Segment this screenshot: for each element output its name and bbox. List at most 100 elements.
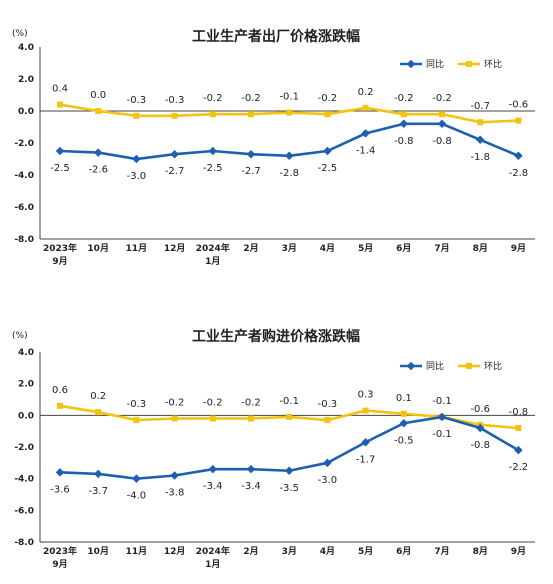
data-label-mom: 0.2: [358, 87, 374, 98]
data-point-yoy: [361, 438, 370, 447]
data-point-mom: [95, 409, 102, 416]
data-point-yoy: [132, 474, 141, 483]
data-label-mom: -0.1: [279, 92, 299, 103]
x-tick-label: 10月: [87, 243, 109, 254]
data-label-mom: 0.3: [358, 390, 374, 401]
data-label-mom: 0.0: [90, 90, 106, 101]
data-label-mom: -0.2: [241, 398, 261, 409]
x-tick-label: 6月: [396, 243, 411, 254]
y-tick-label: -2.0: [14, 139, 34, 149]
legend-label: 环比: [484, 360, 502, 372]
x-tick-label: 9月: [511, 243, 526, 254]
data-label-mom: -0.2: [241, 93, 261, 104]
data-label-yoy: -2.5: [203, 163, 223, 174]
data-point-yoy: [55, 146, 65, 156]
x-tick-label: 9月: [511, 546, 526, 557]
x-tick-label: 7月: [434, 243, 449, 254]
data-label-yoy: -1.4: [356, 145, 376, 156]
x-tick-label: 9月: [52, 559, 67, 570]
chart-title: 工业生产者购进价格涨跌幅: [192, 328, 360, 345]
x-tick-label: 2024年: [196, 545, 230, 557]
x-tick-label: 2月: [243, 243, 258, 254]
data-label-yoy: -3.6: [50, 484, 70, 495]
data-point-mom: [57, 402, 63, 409]
data-label-mom: -0.3: [127, 399, 147, 410]
data-point-yoy: [93, 469, 103, 479]
data-label-yoy: -0.8: [432, 136, 452, 147]
data-point-yoy: [208, 146, 218, 156]
x-tick-label: 1月: [205, 559, 220, 570]
data-label-yoy: -3.0: [127, 171, 147, 182]
data-point-yoy: [475, 423, 485, 433]
data-point-yoy: [361, 129, 370, 138]
data-point-mom: [362, 407, 369, 414]
legend-label: 同比: [426, 58, 444, 70]
data-point-mom: [248, 111, 254, 118]
data-label-mom: -0.3: [318, 399, 338, 410]
data-point-yoy: [514, 445, 523, 455]
data-point-mom: [95, 108, 102, 114]
data-point-yoy: [475, 135, 485, 145]
data-point-mom: [57, 101, 63, 108]
data-point-yoy: [399, 419, 409, 428]
data-label-mom: -0.6: [509, 100, 529, 111]
chart-panel-1: 工业生产者出厂价格涨跌幅 (%) 4.0 2.0 0.0 -2.0 -4.0 -6.0 -8.0…: [12, 28, 535, 267]
data-label-mom: -0.3: [127, 95, 147, 106]
x-tick-label: 2023年: [43, 545, 77, 557]
x-tick-label: 4月: [320, 546, 335, 557]
data-point-mom: [171, 112, 178, 119]
data-label-yoy: -2.6: [88, 165, 108, 176]
data-label-mom: -0.2: [318, 93, 338, 104]
data-label-mom: -0.7: [470, 101, 490, 112]
data-point-mom: [477, 119, 484, 126]
data-point-mom: [209, 415, 216, 422]
data-label-yoy: -2.5: [318, 163, 338, 174]
y-axis-unit: (%): [12, 29, 28, 39]
data-point-mom: [248, 415, 254, 422]
data-label-yoy: -3.4: [203, 481, 223, 492]
data-label-mom: 0.2: [90, 391, 106, 402]
data-point-mom: [171, 415, 178, 422]
legend-label: 同比: [426, 360, 444, 372]
x-tick-label: 3月: [282, 243, 297, 254]
data-label-mom: -0.2: [203, 398, 223, 409]
data-point-yoy: [93, 148, 103, 157]
data-point-mom: [209, 111, 216, 118]
data-label-yoy: -3.0: [318, 475, 338, 486]
x-tick-label: 5月: [358, 243, 373, 254]
legend-marker-diamond: [406, 59, 416, 69]
data-point-mom: [515, 425, 522, 431]
data-label-yoy: -1.7: [356, 454, 376, 465]
y-tick-label: -8.0: [14, 538, 34, 548]
data-point-yoy: [284, 151, 294, 161]
data-label-yoy: -4.0: [127, 491, 147, 502]
data-point-yoy: [246, 149, 256, 159]
y-tick-label: -8.0: [14, 235, 34, 245]
data-label-yoy: -0.5: [394, 435, 414, 446]
y-tick-label: -2.0: [14, 443, 34, 453]
x-tick-label: 12月: [164, 546, 186, 557]
data-point-mom: [286, 413, 293, 420]
data-point-mom: [324, 111, 331, 118]
data-point-yoy: [437, 412, 447, 422]
legend: 同比 环比: [400, 58, 502, 70]
data-label-mom: 0.1: [396, 393, 412, 404]
data-point-mom: [324, 417, 331, 424]
data-point-mom: [362, 104, 369, 111]
x-tick-label: 2023年: [43, 242, 77, 254]
data-label-yoy: -2.2: [509, 462, 529, 473]
x-tick-label: 5月: [358, 546, 373, 557]
data-label-yoy: -3.5: [279, 483, 299, 494]
data-point-yoy: [323, 146, 332, 156]
y-tick-label: 2.0: [18, 380, 34, 390]
x-tick-label: 11月: [126, 243, 148, 254]
x-tick-label: 7月: [434, 546, 449, 557]
legend-marker-square: [466, 61, 472, 67]
data-label-mom: -0.1: [279, 396, 299, 407]
x-tick-label: 8月: [473, 243, 488, 254]
data-label-mom: 0.4: [52, 84, 68, 95]
chart-title: 工业生产者出厂价格涨跌幅: [192, 28, 360, 45]
y-tick-label: -4.0: [14, 171, 34, 181]
data-label-yoy: -2.8: [509, 168, 529, 179]
